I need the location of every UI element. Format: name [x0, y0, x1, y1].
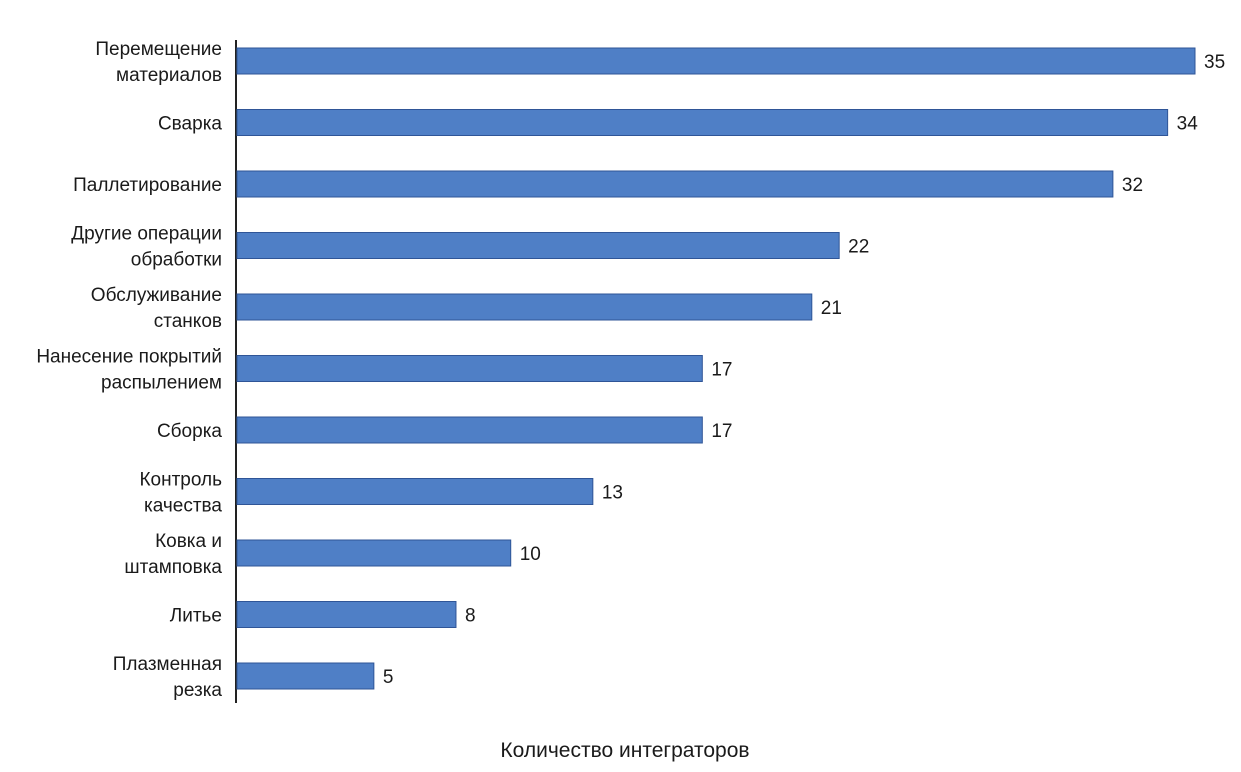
category-label: Паллетирование [73, 175, 222, 196]
category-label: обработки [131, 250, 222, 271]
category-label: Литье [170, 606, 222, 627]
category-labels: Перемещение материалов Сварка Паллетировани… [36, 39, 222, 701]
bar-value-label: 17 [711, 360, 732, 381]
category-label: Другие операции [71, 224, 222, 245]
category-label: Сборка [157, 421, 222, 442]
bar [236, 232, 840, 259]
x-axis-title: Количество интеграторов [500, 739, 749, 762]
bar-value-label: 5 [383, 667, 394, 688]
bar-value-label: 21 [821, 298, 842, 319]
bar [236, 170, 1114, 198]
category-label: материалов [116, 65, 222, 86]
bar-value-label: 34 [1177, 114, 1199, 135]
category-label: Обслуживание [91, 285, 222, 306]
bar [236, 355, 703, 382]
bar-value-label: 13 [602, 483, 623, 504]
value-labels: 35 34 32 22 21 17 17 13 10 8 5 [383, 52, 1225, 688]
category-label: Нанесение покрытий [36, 347, 222, 368]
bar [236, 416, 703, 444]
bar-value-label: 17 [711, 421, 732, 442]
category-label: Контроль [139, 470, 222, 491]
category-label: резка [173, 680, 222, 701]
bar [236, 601, 457, 628]
bar-value-label: 8 [465, 606, 476, 627]
category-label: Плазменная [113, 654, 222, 675]
category-label: станков [154, 311, 222, 332]
bar-value-label: 10 [520, 544, 541, 565]
bars-layer [236, 47, 1196, 690]
bar-value-label: 22 [848, 237, 869, 258]
bar [236, 293, 813, 321]
bar [236, 662, 375, 690]
bar [236, 539, 512, 567]
bar-value-label: 32 [1122, 175, 1143, 196]
category-label: распылением [101, 373, 222, 394]
bar-value-label: 35 [1204, 52, 1225, 73]
bar [236, 109, 1169, 136]
bar [236, 478, 594, 505]
category-label: Сварка [158, 114, 222, 135]
category-label: качества [144, 496, 222, 517]
category-label: Ковка и [155, 531, 222, 552]
category-label: штамповка [124, 557, 222, 578]
category-label: Перемещение [95, 39, 222, 60]
bar [236, 47, 1196, 75]
